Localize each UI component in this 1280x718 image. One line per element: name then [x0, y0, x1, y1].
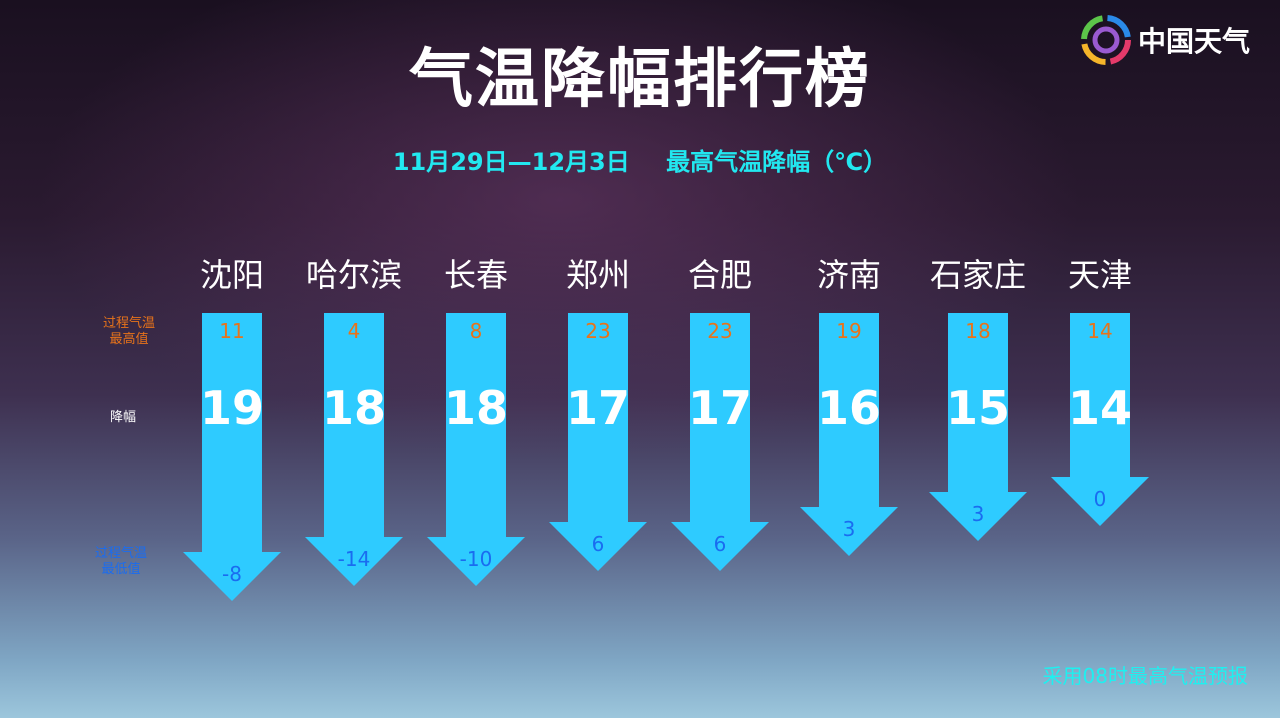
drop-arrow — [1051, 313, 1149, 526]
logo-text: 中国天气 — [1138, 25, 1251, 58]
city-label: 沈阳 — [199, 256, 264, 294]
drop-value: 14 — [1068, 381, 1132, 435]
city-label: 长春 — [443, 256, 508, 294]
drop-value: 17 — [688, 381, 752, 435]
logo: 中国天气 — [1080, 14, 1250, 66]
drop-value: 19 — [200, 381, 264, 435]
city-label: 济南 — [816, 256, 881, 294]
logo-swirl-icon — [1081, 15, 1131, 65]
drop-value: 17 — [566, 381, 630, 435]
max-temp-value: 11 — [219, 319, 244, 343]
max-temp-value: 4 — [348, 319, 361, 343]
drop-arrow — [305, 313, 403, 586]
min-temp-value: 3 — [843, 517, 856, 541]
page-title: 气温降幅排行榜 — [409, 43, 871, 117]
min-temp-value: 6 — [592, 532, 605, 556]
min-temp-value: -8 — [222, 562, 242, 586]
min-temp-value: 6 — [714, 532, 727, 556]
subtitle-period: 11月29日—12月3日 — [392, 148, 630, 176]
footnote: 采用08时最高气温预报 — [1042, 664, 1248, 688]
city-label: 郑州 — [565, 256, 630, 294]
max-temp-value: 14 — [1087, 319, 1112, 343]
label-drop: 降幅 — [109, 410, 136, 425]
drop-value: 16 — [817, 381, 881, 435]
drop-arrow — [800, 313, 898, 556]
city-label: 合肥 — [687, 256, 752, 294]
min-temp-value: 3 — [972, 502, 985, 526]
drop-arrow — [549, 313, 647, 571]
max-temp-value: 23 — [707, 319, 732, 343]
drop-arrow — [427, 313, 525, 586]
min-temp-value: -14 — [338, 547, 371, 571]
min-temp-value: 0 — [1094, 487, 1107, 511]
city-label: 哈尔滨 — [305, 256, 402, 294]
label-min-temp: 过程气温 最低值 — [94, 546, 147, 577]
drop-arrow — [929, 313, 1027, 541]
max-temp-value: 18 — [965, 319, 990, 343]
city-label: 天津 — [1067, 256, 1132, 294]
label-max-temp: 过程气温 最高值 — [102, 316, 155, 347]
drop-value: 18 — [444, 381, 508, 435]
drop-value: 18 — [322, 381, 386, 435]
subtitle-metric: 最高气温降幅（℃） — [666, 148, 888, 176]
subtitle: 11月29日—12月3日 最高气温降幅（℃） — [0, 142, 1280, 177]
drop-arrow — [671, 313, 769, 571]
min-temp-value: -10 — [460, 547, 493, 571]
max-temp-value: 19 — [836, 319, 861, 343]
city-label: 石家庄 — [929, 256, 1026, 294]
max-temp-value: 8 — [470, 319, 483, 343]
drop-value: 15 — [946, 381, 1010, 435]
max-temp-value: 23 — [585, 319, 610, 343]
drop-arrow — [183, 313, 281, 601]
